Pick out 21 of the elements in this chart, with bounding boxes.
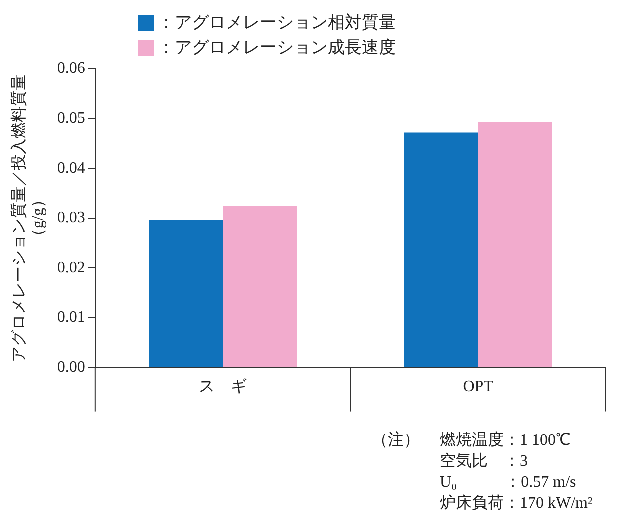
text: （注） [372,430,421,451]
text: 炉床負荷：170 kW/m² [440,494,593,514]
y-tick-label: 0.05 [57,110,86,128]
text: U₀ ：0.57 m/s [440,473,576,493]
bar [478,122,552,368]
legend-label: ：アグロメレーション成長速度 [158,37,396,59]
y-tick-label: 0.03 [57,210,86,227]
x-tick-label: ス ギ [199,378,248,396]
bar [149,220,224,368]
y-axis-title: アグロメレーション質量／投入燃料質量（g/g） [10,74,48,362]
y-tick-label: 0.00 [57,359,86,376]
bar [404,132,478,368]
y-tick-label: 0.06 [57,60,86,78]
y-tick-label: 0.02 [57,259,86,276]
x-tick-label: OPT [463,378,494,396]
y-tick-label: 0.01 [57,309,86,326]
text: 燃焼温度：1 100℃ [440,430,571,451]
text: 空気比 ：3 [440,452,528,472]
legend-label: ：アグロメレーション相対質量 [158,12,396,34]
y-tick-label: 0.04 [57,160,86,177]
bar [223,206,298,368]
